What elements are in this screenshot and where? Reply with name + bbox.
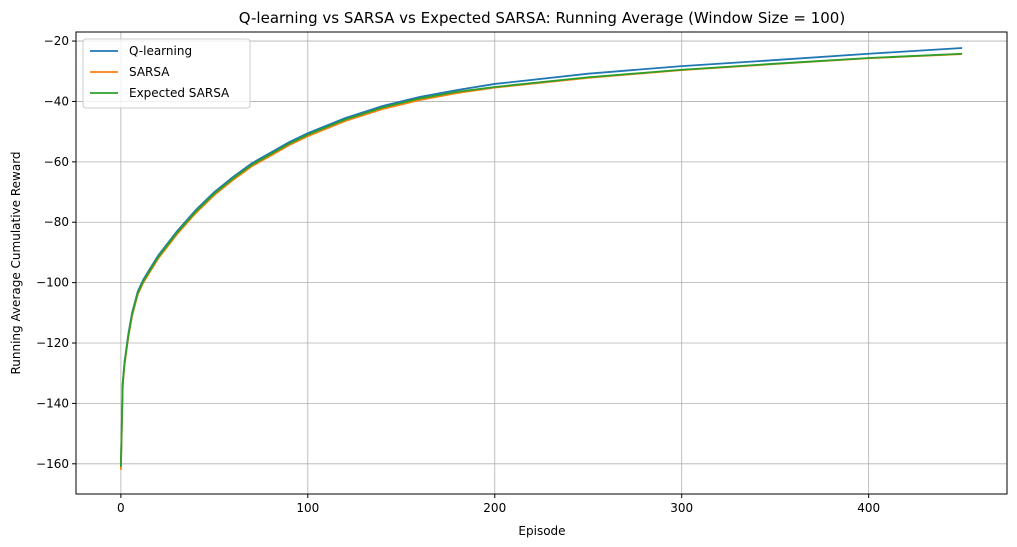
- chart-title: Q-learning vs SARSA vs Expected SARSA: R…: [239, 9, 845, 27]
- y-tick-label: −40: [44, 94, 69, 108]
- y-axis-label: Running Average Cumulative Reward: [9, 151, 23, 374]
- y-tick-label: −60: [44, 155, 69, 169]
- legend: Q-learning SARSA Expected SARSA: [82, 38, 251, 109]
- y-axis: −160 −140 −120 −100 −80 −60 −40 −20: [36, 34, 76, 471]
- plot-area-frame: [75, 31, 1008, 495]
- x-tick-label: 200: [483, 501, 506, 515]
- y-tick-label: −160: [36, 457, 69, 471]
- grid: [76, 32, 1007, 494]
- legend-label: Q-learning: [129, 44, 192, 58]
- legend-label: SARSA: [129, 65, 170, 79]
- x-axis-label: Episode: [518, 524, 565, 538]
- y-tick-label: −20: [44, 34, 69, 48]
- x-tick-label: 0: [117, 501, 125, 515]
- y-tick-label: −140: [36, 396, 69, 410]
- y-tick-label: −120: [36, 336, 69, 350]
- legend-label: Expected SARSA: [129, 86, 230, 100]
- x-tick-label: 300: [670, 501, 693, 515]
- x-axis: 0 100 200 300 400: [117, 494, 880, 515]
- x-tick-label: 400: [857, 501, 880, 515]
- x-tick-label: 100: [296, 501, 319, 515]
- series-line-3: [119, 52, 963, 467]
- y-tick-label: −100: [36, 276, 69, 290]
- legend-box: [82, 38, 251, 109]
- series-layer: [119, 47, 963, 470]
- y-tick-label: −80: [44, 215, 69, 229]
